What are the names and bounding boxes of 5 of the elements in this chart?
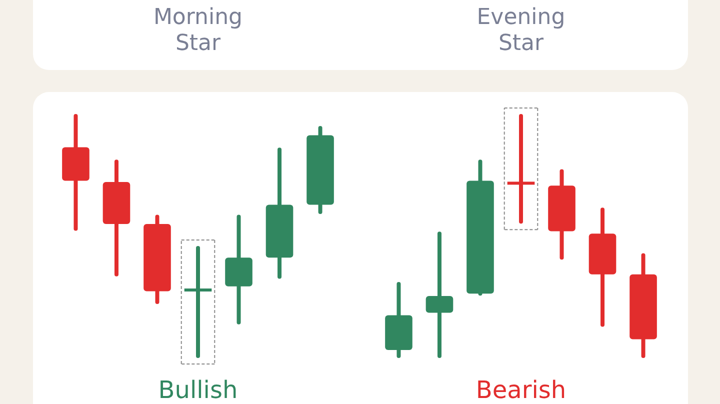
x-axis-title: Bearish (476, 376, 566, 404)
x-axis-title: Bullish (158, 376, 238, 404)
chart-title: Morning Star (153, 5, 243, 56)
candlestick (184, 246, 212, 358)
chart-title: Evening Star (476, 5, 566, 56)
